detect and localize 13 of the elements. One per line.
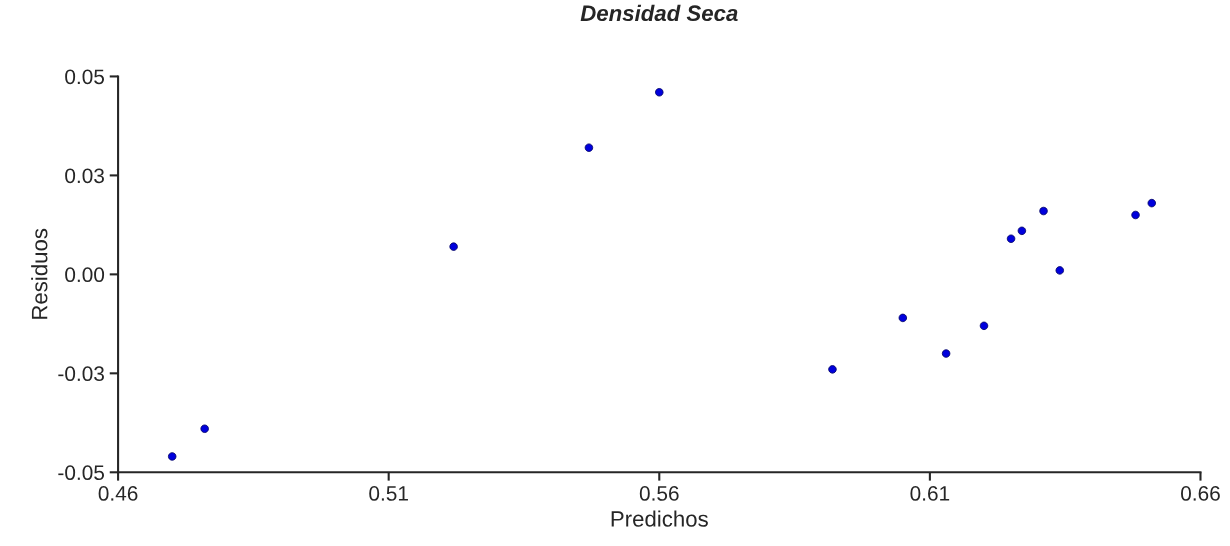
- y-axis-title: Residuos: [31, 228, 48, 319]
- y-tick-label: -0.05: [58, 465, 105, 481]
- x-tick-label: 0.56: [639, 486, 679, 501]
- x-tick-label: 0.46: [98, 486, 138, 501]
- x-tick-label: 0.66: [1181, 486, 1220, 501]
- y-tick-label: 0.03: [65, 168, 104, 184]
- y-tick-label: -0.03: [58, 366, 104, 382]
- chart-title: Densidad Seca: [580, 4, 738, 22]
- y-tick-label: 0.05: [65, 69, 105, 85]
- x-axis-title: Predichos: [611, 510, 708, 527]
- y-tick-label: 0.00: [65, 267, 105, 283]
- x-tick-label: 0.61: [910, 486, 950, 501]
- x-tick-label: 0.51: [369, 486, 408, 501]
